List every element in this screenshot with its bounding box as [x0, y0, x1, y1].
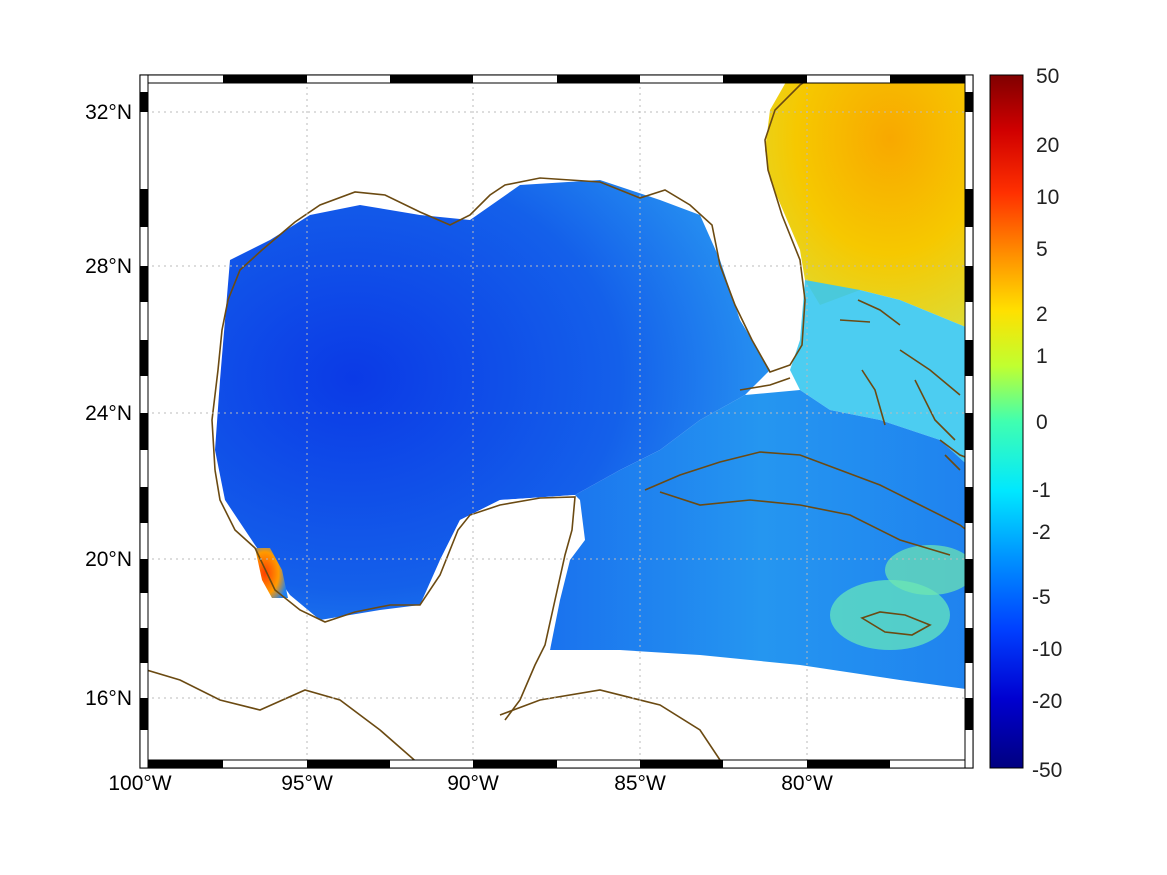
colorbar-label-neg2: -2: [1032, 521, 1051, 544]
colorbar-label-5: 5: [1036, 238, 1048, 261]
lon-tick-85w: 85°W: [614, 772, 666, 795]
lon-tick-80w: 80°W: [781, 772, 833, 795]
graticule: [140, 75, 973, 768]
lon-tick-90w: 90°W: [447, 772, 499, 795]
lat-tick-24n: 24°N: [85, 402, 132, 425]
central-america-coastline: [140, 667, 421, 766]
jamaica-warm-patch: [830, 580, 950, 650]
atlantic-anomaly-region: [765, 75, 973, 330]
map-frame: [139, 74, 974, 769]
florida-keys-coastline: [739, 377, 791, 391]
colorbar-label-neg20: -20: [1032, 690, 1062, 713]
jamaica-coastline: [860, 611, 932, 636]
lat-tick-32n: 32°N: [85, 101, 132, 124]
hispaniola-warm-patch: [885, 545, 973, 595]
colorbar-label-neg10: -10: [1032, 638, 1062, 661]
bahamas-coastline: [839, 299, 961, 441]
veracruz-hotspot: [255, 548, 288, 598]
lon-tick-100w: 100°W: [108, 772, 171, 795]
lat-tick-16n: 16°N: [85, 687, 132, 710]
colorbar-label-2: 2: [1036, 303, 1048, 326]
colorbar-label-10: 10: [1036, 186, 1059, 209]
colorbar-label-neg50: -50: [1032, 759, 1062, 782]
us-gulf-coastline: [211, 75, 816, 471]
colorbar-label-neg1: -1: [1032, 479, 1051, 502]
mexico-gulf-coastline: [214, 469, 576, 721]
colorbar-label-1: 1: [1036, 345, 1048, 368]
bahamas-region: [790, 280, 973, 470]
yucatan-land: [430, 495, 580, 690]
lat-tick-28n: 28°N: [85, 255, 132, 278]
lon-tick-labels: 100°W 95°W 90°W 85°W 80°W: [108, 772, 833, 795]
honduras-coastline: [499, 689, 721, 761]
lon-tick-95w: 95°W: [281, 772, 333, 795]
gulf-of-mexico-region: [215, 180, 770, 620]
colorbar-label-0: 0: [1036, 411, 1048, 434]
lat-tick-20n: 20°N: [85, 548, 132, 571]
ocean-field: [215, 75, 973, 690]
colorbar: 50 20 10 5 2 1 0 -1 -2 -5 -10 -20 -50: [989, 65, 1062, 782]
colorbar-label-20: 20: [1036, 134, 1059, 157]
colorbar-ramp: [989, 74, 1024, 769]
colorbar-label-neg5: -5: [1032, 586, 1051, 609]
coastlines: [140, 75, 973, 766]
lat-tick-labels: 32°N 28°N 24°N 20°N 16°N: [85, 101, 132, 710]
colorbar-label-50: 50: [1036, 65, 1059, 88]
cuba-coastline: [644, 451, 973, 556]
